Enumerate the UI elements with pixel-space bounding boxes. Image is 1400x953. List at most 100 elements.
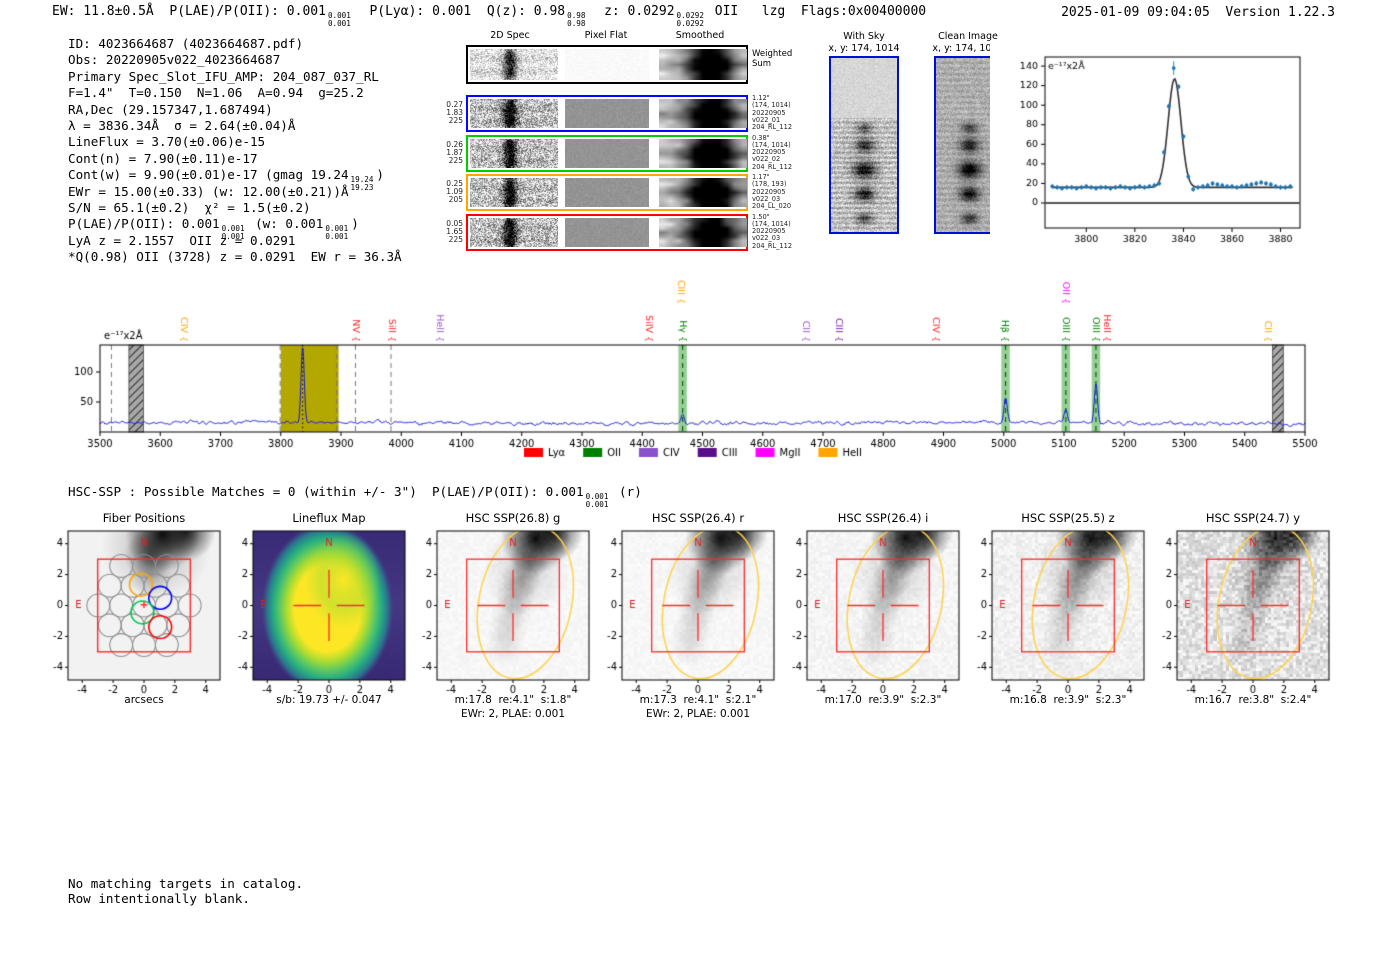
panel-canvas-hsc [957, 526, 1157, 698]
info-line-13: LyA z = 2.1557 OII z = 0.0291 [68, 233, 402, 249]
info-text: LyA z = 2.1557 OII z = 0.0291 [68, 232, 296, 248]
info-line-4: F=1.4" T=0.150 N=1.06 A=0.94 g=25.2 [68, 85, 402, 101]
panel-caption-6: m:16.8 re:3.9" s:2.3" [1009, 694, 1127, 706]
spec2d-right-label-line: (174, 1014) [752, 140, 791, 149]
spec2d-right-label-line: 1.17" [752, 173, 770, 181]
panel-title-1: Fiber Positions [102, 511, 186, 525]
hsc-match-fraction-lower: 0.001 [585, 499, 609, 509]
spec2d-cell-image [470, 138, 558, 168]
spec2d-left-label-line: 0.27 [446, 100, 463, 109]
info-text: LineFlux = 3.70(±0.06)e-15 [68, 134, 266, 150]
spec2d-row-right-label: 0.38" (174, 1014) 20220905 v022_02 204_RL_11… [752, 133, 822, 171]
spec2d-right-label-line: (174, 1014) [752, 219, 791, 228]
with-sky-title: With Sky [843, 31, 885, 42]
spec2d-right-label-line: v022_03 [752, 194, 781, 203]
info-text: Cont(n) = 7.90(±0.11)e-17 [68, 150, 258, 166]
panel-canvas-hsc [587, 526, 787, 698]
spec2d-right-label-line: 204_RL_112 [752, 162, 793, 171]
header-text: EW: 11.8±0.5Å P(LAE)/P(OII): 0.001 [52, 4, 326, 19]
spec2d-right-label-line: 204_LL_020 [752, 202, 792, 211]
with-sky-image [831, 58, 897, 232]
weighted-sum-label: Weighted Sum [752, 49, 792, 69]
spec2d-left-label-line: 225 [448, 234, 463, 244]
spec2d-cell-image [565, 138, 649, 168]
header-fraction-upper: 0.0292 [676, 11, 704, 20]
info-text: RA,Dec (29.157347,1.687494) [68, 101, 273, 117]
panel-caption2-3: EWr: 2, PLAE: 0.001 [460, 708, 566, 720]
full-spectrum-plot-canvas [60, 265, 1340, 470]
spec2d-column-header: Smoothed [675, 30, 725, 41]
info-fraction-upper: 19.24 [350, 175, 374, 185]
header-text: P(Lyα): 0.001 Q(z): 0.98 [353, 4, 566, 19]
spec2d-row-right-label: 1.50" (174, 1014) 20220905 v022_03 204_RL_11… [752, 213, 822, 250]
panel-title-5: HSC SSP(26.4) i [837, 511, 929, 525]
footer-line-1: No matching targets in catalog. [68, 876, 304, 891]
panel-canvas-lineflux [218, 526, 418, 698]
hsc-match-fraction-upper: 0.001 [585, 492, 609, 501]
spec2d-cell-image [659, 217, 747, 247]
info-stacked-fraction: 19.24 19.23 [351, 176, 374, 192]
spec2d-right-label-line: 1.12" [752, 94, 770, 102]
header-fraction-lower: 0.0292 [676, 18, 704, 28]
info-fraction-lower: 0.001 [325, 232, 349, 242]
spec2d-cell-image [565, 178, 649, 207]
spec2d-left-label-line: 0.05 [446, 218, 463, 228]
clean-image-title: Clean Image [938, 31, 998, 42]
spec2d-left-label-line: 1.09 [446, 187, 463, 196]
spec2d-right-label-line: (178, 193) [752, 180, 787, 189]
spec2d-cell-image [565, 217, 649, 247]
panel-canvas-fiber [33, 526, 233, 698]
spec2d-cell-image [470, 217, 558, 247]
info-line-12: P(LAE)/P(OII): 0.001 0.001 0.001 (w: 0.001… [68, 216, 402, 240]
info-text: Obs: 20220905v022_4023664687 [68, 52, 281, 68]
info-line-2: Obs: 20220905v022_4023664687 [68, 52, 402, 68]
info-text: Cont(w) = 9.90(±0.01)e-17 (gmag 19.24 [68, 167, 349, 183]
header-fraction-upper: 0.98 [567, 11, 586, 20]
weighted-cell-image [565, 49, 649, 80]
info-fraction-lower: 0.001 [221, 232, 245, 242]
info-line-6: λ = 3836.34Å σ = 2.64(±0.04)Å [68, 118, 402, 134]
header-stacked-fraction: 0.001 0.001 [328, 12, 351, 28]
info-line-1: ID: 4023664687 (4023664687.pdf) [68, 36, 402, 52]
panel-caption-4: m:17.3 re:4.1" s:2.1" [639, 694, 757, 706]
spec2d-cell-image [565, 99, 649, 128]
info-text: Primary Spec_Slot_IFU_AMP: 204_087_037_R… [68, 68, 379, 84]
spec2d-cell-image [659, 138, 747, 168]
spec2d-left-label-line: 1.65 [446, 226, 463, 236]
spec2d-row-left-label: 0.26 1.87 225 [428, 139, 463, 165]
panel-canvas-hsc [402, 526, 602, 698]
clean-image-coords: x, y: 174, 1014 [932, 43, 1004, 54]
with-sky-coords: x, y: 174, 1014 [828, 43, 900, 54]
header-text: OII lzg Flags:0x00400000 [706, 4, 927, 19]
info-stacked-fraction: 0.001 0.001 [325, 225, 348, 241]
header-stacked-fraction: 0.0292 0.0292 [677, 12, 704, 28]
spec2d-cell-image [470, 178, 558, 207]
spec2d-row-left-label: 0.25 1.09 205 [428, 180, 463, 204]
panel-canvas-hsc [1142, 526, 1342, 698]
spec2d-row-1 [466, 95, 748, 132]
weighted-cell-image [659, 49, 747, 80]
spec2d-left-label-line: 0.26 [446, 139, 463, 149]
spec2d-right-label-line: 0.38" [752, 133, 770, 142]
info-text: EWr = 15.00(±0.33) (w: 12.00(±0.21))Å [68, 183, 349, 199]
spec2d-left-label-line: 1.87 [446, 147, 463, 157]
info-fraction-lower: 19.23 [350, 182, 374, 192]
line-fit-plot-canvas [990, 40, 1340, 255]
spec2d-left-label-line: 205 [448, 195, 463, 204]
spec2d-right-label-line: v022_01 [752, 115, 781, 124]
panel-title-3: HSC SSP(26.8) g [465, 511, 561, 525]
info-line-7: LineFlux = 3.70(±0.06)e-15 [68, 134, 402, 150]
info-text: *Q(0.98) OII (3728) z = 0.0291 EW r = 36… [68, 249, 402, 265]
info-line-9: Cont(w) = 9.90(±0.01)e-17 (gmag 19.24 19.… [68, 167, 402, 191]
detection-info-block: ID: 4023664687 (4023664687.pdf) Obs: 2022… [68, 36, 402, 265]
spec2d-row-3 [466, 174, 748, 211]
panel-caption-3: m:17.8 re:4.1" s:1.8" [454, 694, 572, 706]
spec2d-right-label-line: v022_03 [752, 234, 781, 243]
info-line-10: EWr = 15.00(±0.33) (w: 12.00(±0.21))Å [68, 184, 402, 200]
spec2d-row-right-label: 1.17" (178, 193) 20220905 v022_03 204_LL_020 [752, 173, 822, 211]
info-text: S/N = 65.1(±0.2) χ² = 1.5(±0.2) [68, 199, 311, 215]
footer-line-2: Row intentionally blank. [68, 891, 250, 906]
with-sky-frame [829, 56, 899, 234]
spec2d-right-label-line: v022_02 [752, 155, 781, 164]
weighted-sum-label-line: Sum [752, 58, 772, 69]
